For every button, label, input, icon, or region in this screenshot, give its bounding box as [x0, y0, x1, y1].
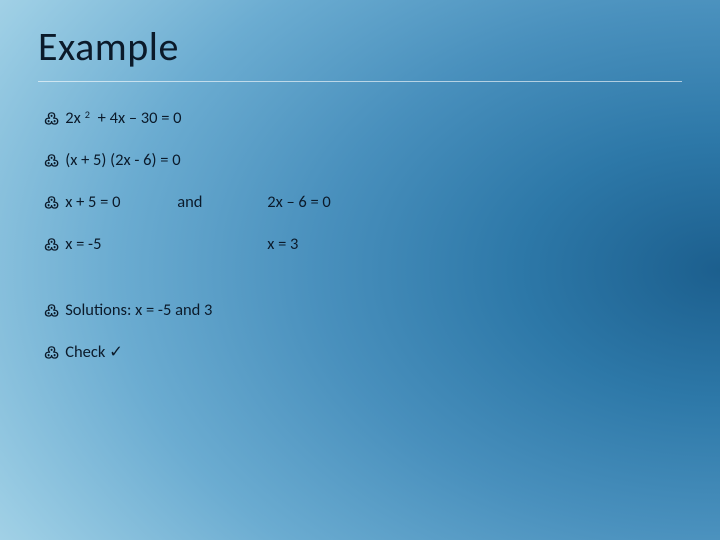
equation-left: x = -5	[65, 234, 173, 254]
bullet-icon: ߷	[44, 346, 59, 362]
line-text: Solutions: x = -5 and 3	[65, 300, 212, 320]
equation-right: x = 3	[267, 234, 298, 254]
content-area: ߷2x2 + 4x – 30 = 0߷(x + 5) (2x - 6) = 0߷…	[38, 82, 682, 362]
page-title: Example	[38, 22, 682, 71]
bullet-line: ߷ (x + 5) (2x - 6) = 0	[44, 150, 682, 170]
bullet-line: ߷ x + 5 = 0and2x – 6 = 0	[44, 192, 682, 212]
bullet-icon: ߷	[44, 238, 59, 254]
bullet-icon: ߷	[44, 154, 59, 170]
bullet-icon: ߷	[44, 196, 59, 212]
line-text: (x + 5) (2x - 6) = 0	[65, 150, 180, 170]
exponent: 2	[85, 108, 90, 121]
line-text: Check ✓	[65, 342, 123, 362]
bullet-line: ߷ 2x 2 + 4x – 30 = 0	[44, 108, 682, 128]
bullet-line: ߷ Solutions: x = -5 and 3	[44, 300, 682, 320]
equation-segment: 2x	[65, 108, 81, 128]
equation-left: x + 5 = 0	[65, 192, 173, 212]
bullet-line: ߷ x = -5 x = 3	[44, 234, 682, 254]
bullet-icon: ߷	[44, 304, 59, 320]
bullet-icon: ߷	[44, 112, 59, 128]
bullet-line: ߷ Check ✓	[44, 342, 682, 362]
slide: Example ߷ 2x 2 + 4x – 30 = 0 ߷ (x + 5) (2x -…	[0, 0, 720, 540]
equation-segment: + 4x – 30 = 0	[94, 108, 182, 128]
equation-connector: and	[177, 192, 263, 212]
equation-right: 2x – 6 = 0	[267, 192, 331, 212]
